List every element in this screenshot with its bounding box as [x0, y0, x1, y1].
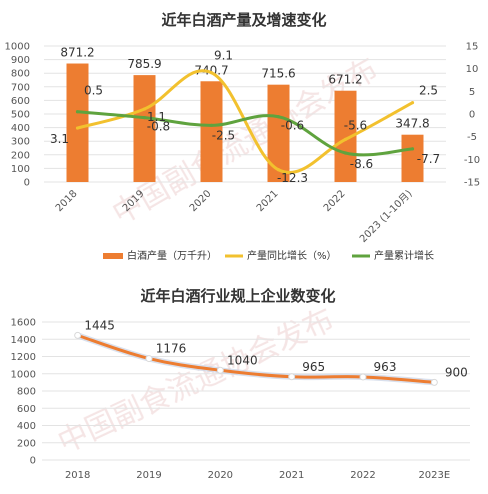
line-point: [145, 355, 153, 363]
y-left-tick-label: 200: [11, 150, 30, 161]
y-left-tick-label: 700: [11, 82, 30, 93]
line-data-label: 900: [445, 365, 468, 379]
bar-data-label: 740.7: [194, 63, 228, 77]
bar-data-label: 347.8: [395, 117, 429, 131]
line-data-label: 1.1: [147, 110, 166, 124]
line-data-label: 0.5: [84, 84, 103, 98]
chart-title: 近年白酒行业规上企业数变化: [140, 287, 335, 305]
line-point: [359, 373, 367, 381]
line-data-label: -12.3: [277, 171, 308, 185]
x-tick-label: 2018: [54, 188, 80, 214]
line-point: [216, 366, 224, 374]
y-left-tick-label: 300: [11, 137, 30, 148]
x-tick-label: 2020: [208, 470, 233, 481]
line-data-label: 963: [374, 360, 397, 374]
bar: [66, 63, 89, 182]
y-tick-label: 600: [17, 404, 36, 415]
bar-data-label: 715.6: [261, 67, 295, 81]
line-point: [75, 110, 80, 114]
x-tick-label: 2021: [255, 188, 281, 214]
line-data-label: 1176: [156, 342, 187, 356]
line-data-label: -5.6: [344, 118, 367, 132]
y-tick-label: 1200: [11, 352, 36, 363]
line-data-label: 1445: [84, 318, 115, 332]
line-data-label: -0.8: [147, 120, 170, 134]
line-point: [75, 126, 80, 130]
series-line: [76, 110, 414, 157]
y-right-tick-label: -15: [464, 178, 480, 189]
x-tick-label: 2022: [322, 188, 348, 214]
y-right-tick-label: 5: [469, 87, 475, 98]
y-tick-label: 400: [17, 421, 36, 432]
line-point: [209, 71, 214, 75]
x-tick-label: 2023 (1-10月): [357, 188, 414, 245]
y-right-tick-label: 15: [466, 42, 479, 53]
legend-label: 产量同比增长（%）: [247, 249, 337, 262]
y-right-tick-label: -10: [464, 155, 480, 166]
line-point: [276, 168, 281, 172]
series-line: [76, 333, 436, 384]
line-data-label: 9.1: [214, 49, 233, 63]
line-data-label: 3.1: [50, 132, 69, 146]
line-point: [276, 115, 281, 119]
line-data-label: 2.5: [419, 84, 438, 98]
bar: [401, 134, 424, 182]
line-data-label: -0.6: [281, 119, 304, 133]
bar: [200, 81, 223, 182]
y-left-tick-label: 400: [11, 123, 30, 134]
line-data-label: 965: [302, 360, 325, 374]
y-tick-label: 800: [17, 387, 36, 398]
x-tick-label: 2018: [65, 470, 90, 481]
line-point: [343, 151, 348, 155]
line-point: [209, 123, 214, 127]
legend-label: 白酒产量（万千升）: [127, 249, 217, 262]
y-right-tick-label: 10: [466, 64, 479, 75]
line-point: [142, 107, 147, 111]
line-data-label: -8.6: [350, 157, 373, 171]
x-tick-label: 2019: [136, 470, 161, 481]
y-tick-label: 200: [17, 438, 36, 449]
y-left-tick-label: 100: [11, 164, 30, 175]
y-tick-label: 1000: [11, 369, 36, 380]
y-left-tick-label: 800: [11, 69, 30, 80]
bar: [267, 84, 290, 182]
y-left-tick-label: 0: [24, 178, 30, 189]
bar-data-label: 785.9: [127, 57, 161, 71]
line-point: [410, 147, 415, 151]
y-left-tick-label: 900: [11, 55, 30, 66]
chart-title: 近年白酒产量及增速变化: [161, 11, 326, 29]
y-right-tick-label: -5: [467, 132, 477, 143]
line-point: [410, 101, 415, 105]
line-point: [142, 116, 147, 120]
bar: [133, 75, 156, 182]
y-tick-label: 1400: [11, 335, 36, 346]
y-tick-label: 0: [30, 456, 36, 467]
y-left-tick-label: 1000: [5, 42, 30, 53]
line-data-label: 1040: [227, 353, 258, 367]
line-data-label: -7.7: [417, 152, 440, 166]
line-point: [343, 137, 348, 141]
x-tick-label: 2023E: [418, 470, 450, 481]
legend-swatch: [103, 253, 123, 259]
x-tick-label: 2022: [350, 470, 375, 481]
line-point: [288, 373, 296, 381]
legend-label: 产量累计增长: [374, 249, 434, 262]
bar: [334, 90, 357, 182]
y-left-tick-label: 500: [11, 110, 30, 121]
line-point: [430, 378, 438, 386]
bar-data-label: 671.2: [328, 73, 362, 87]
x-tick-label: 2021: [279, 470, 304, 481]
y-right-tick-label: 0: [469, 110, 475, 121]
y-left-tick-label: 600: [11, 96, 30, 107]
line-data-label: -2.5: [212, 128, 235, 142]
line-point: [74, 331, 82, 339]
bar-data-label: 871.2: [60, 46, 94, 60]
y-tick-label: 1600: [11, 318, 36, 329]
